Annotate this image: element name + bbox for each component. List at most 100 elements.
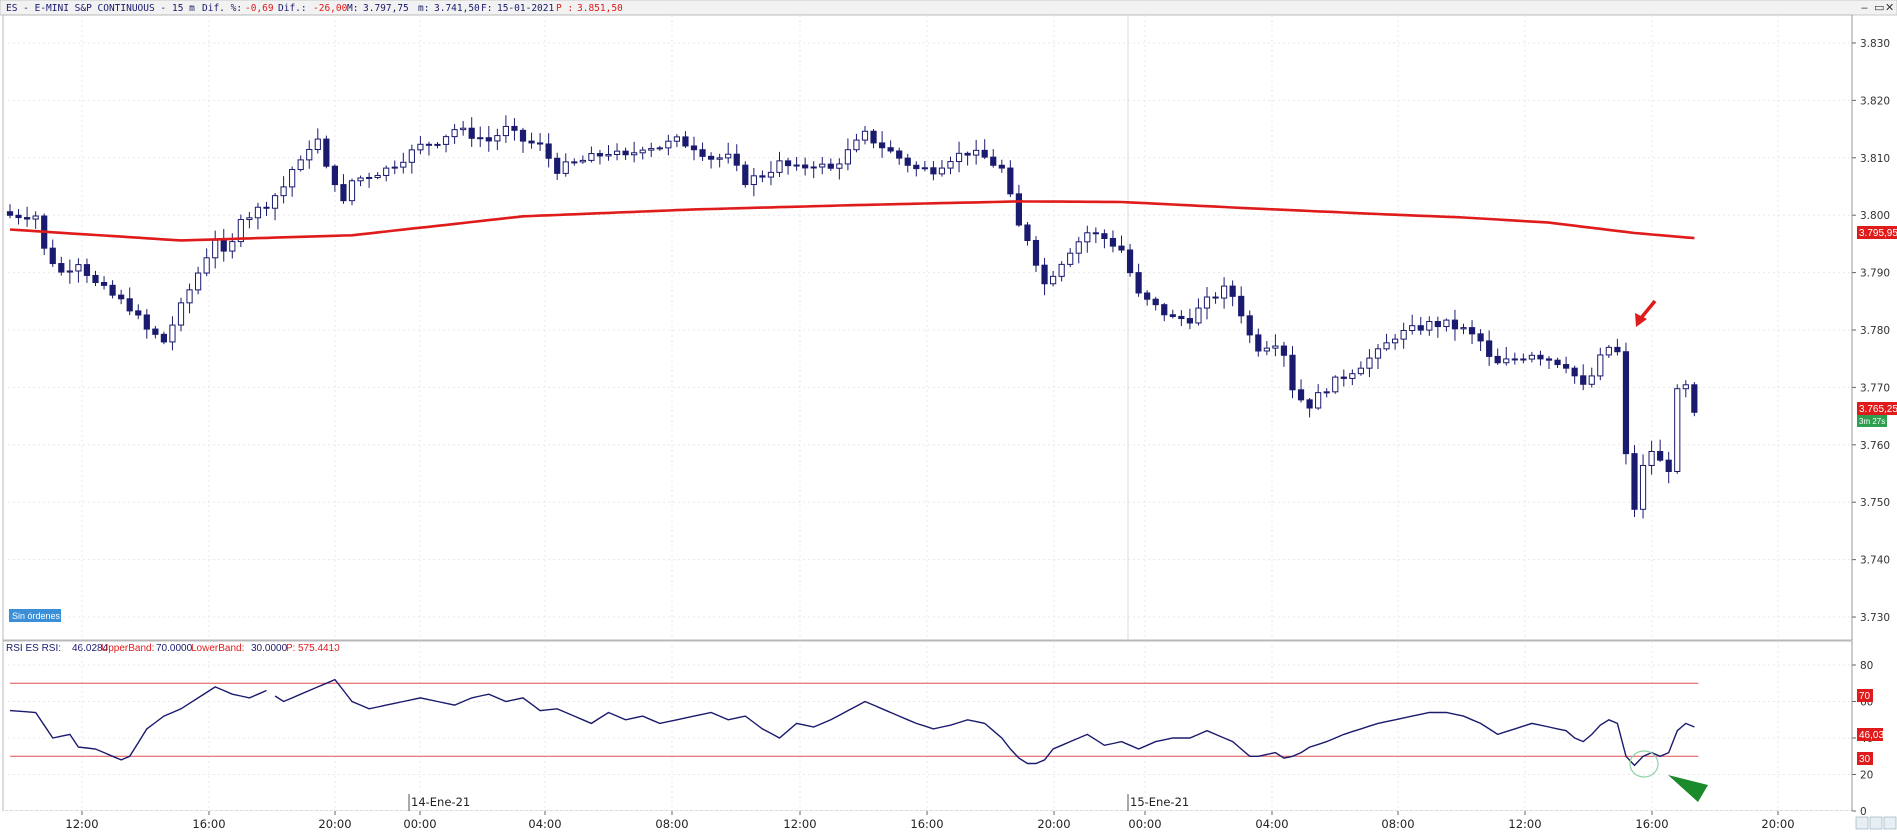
candle-body (938, 167, 946, 175)
candle-body (391, 166, 398, 169)
candle-body (511, 125, 518, 131)
interval-label: 15 m (172, 3, 195, 14)
price-tick-label: 3.820 (1860, 95, 1890, 107)
candle-body (254, 206, 262, 219)
candle-body (981, 149, 988, 158)
candle-body (246, 217, 253, 221)
candle-body (92, 274, 99, 283)
candle-body (1691, 384, 1698, 413)
tool-wave-icon[interactable] (1855, 816, 1869, 830)
candle-body (323, 138, 330, 167)
rsi-value-badge-text: 46,03 (1859, 730, 1884, 741)
candle-body (340, 184, 347, 202)
time-tick-label: 08:00 (1381, 817, 1414, 831)
candle-body (383, 167, 390, 176)
date-label: 14-Ene-21 (411, 795, 470, 809)
date-value: 15-01-2021 (497, 3, 554, 14)
candle-body (220, 239, 227, 252)
candle-body (280, 186, 287, 197)
candle-body (665, 140, 672, 149)
candle-body (554, 157, 561, 174)
candle-body (1289, 354, 1296, 391)
candle-body (1537, 354, 1544, 360)
orders-badge[interactable] (9, 609, 61, 622)
candle-body (887, 147, 894, 152)
candle-body (1571, 367, 1578, 377)
rsi-p-label: P: (286, 643, 295, 654)
candle-body (6, 211, 14, 216)
candle-body (237, 219, 244, 243)
candle-body (596, 153, 604, 157)
candle-body (1614, 346, 1621, 353)
tool-hash-icon[interactable] (1869, 816, 1883, 830)
minimize-icon[interactable]: ‒ (1861, 1, 1868, 14)
candle-body (1024, 224, 1031, 241)
candle-body (947, 161, 954, 169)
candle-body (1392, 338, 1399, 344)
price-tick-label: 3.800 (1860, 210, 1890, 222)
candle-body (930, 167, 937, 175)
candle-body (690, 145, 698, 151)
candle-body (1622, 351, 1630, 455)
candle-body (1203, 296, 1211, 309)
dif-pct-label: Dif. %: (202, 3, 242, 14)
price-tick-label: 3.730 (1860, 612, 1890, 624)
price-tick-label: 3.770 (1860, 382, 1890, 394)
candle-body (776, 160, 783, 173)
candle-body (477, 137, 484, 140)
candle-body (1366, 357, 1373, 369)
rsi-highlight-circle (1629, 750, 1659, 778)
candle-body (212, 239, 219, 259)
time-tick-label: 20:00 (1761, 817, 1794, 831)
candlesticks (6, 115, 1698, 519)
candle-body (1332, 376, 1339, 393)
candle-body (297, 159, 304, 171)
min-label: m: (418, 3, 429, 14)
candle-body (1297, 389, 1305, 401)
candle-body (314, 138, 321, 150)
time-tick-label: 12:00 (783, 817, 816, 831)
candle-body (588, 153, 595, 161)
candle-body (519, 129, 527, 142)
candle-body (1417, 325, 1424, 331)
price-tick-label: 3.760 (1860, 440, 1890, 452)
candle-body (460, 127, 467, 131)
candle-body (357, 177, 364, 182)
candle-body (1144, 292, 1151, 300)
candle-body (1477, 333, 1484, 342)
candle-body (879, 142, 886, 149)
candle-body (400, 161, 407, 168)
restore-icon[interactable]: ▭ (1874, 1, 1884, 14)
tool-settings-icon[interactable] (1883, 816, 1897, 830)
candle-body (1229, 285, 1236, 297)
candle-body (1631, 453, 1638, 510)
candle-body (1118, 245, 1125, 251)
candle-body (759, 175, 766, 178)
candle-body (1263, 347, 1270, 352)
moving-average-line (9, 200, 1695, 242)
candle-body (990, 156, 997, 166)
candle-body (434, 143, 441, 146)
close-label: P : (556, 3, 573, 14)
candle-body (203, 257, 210, 274)
candle-body (1674, 388, 1681, 472)
candle-body (708, 155, 715, 160)
price-value-text: 3.765,25 (1859, 404, 1897, 415)
time-tick-label: 04:00 (528, 817, 561, 831)
close-icon[interactable]: ✕ (1885, 1, 1894, 14)
candle-body (699, 149, 706, 157)
candle-body (1511, 358, 1518, 361)
candle-body (1460, 327, 1467, 330)
candle-body (75, 264, 82, 272)
candle-body (904, 157, 911, 166)
time-tick-label: 12:00 (65, 817, 98, 831)
window-controls: ‒ ▭ ✕ (1861, 1, 1894, 14)
orders-badge-text: Sin órdenes (12, 611, 61, 621)
candle-body (853, 139, 860, 151)
candle-body (1101, 233, 1108, 239)
candle-body (1563, 364, 1570, 369)
candle-body (331, 165, 338, 186)
candle-body (169, 324, 176, 343)
candle-body (263, 206, 270, 209)
price-y-axis: 3.830 3.820 3.810 3.800 3.790 3.780 3.770 3.760… (1852, 38, 1890, 624)
